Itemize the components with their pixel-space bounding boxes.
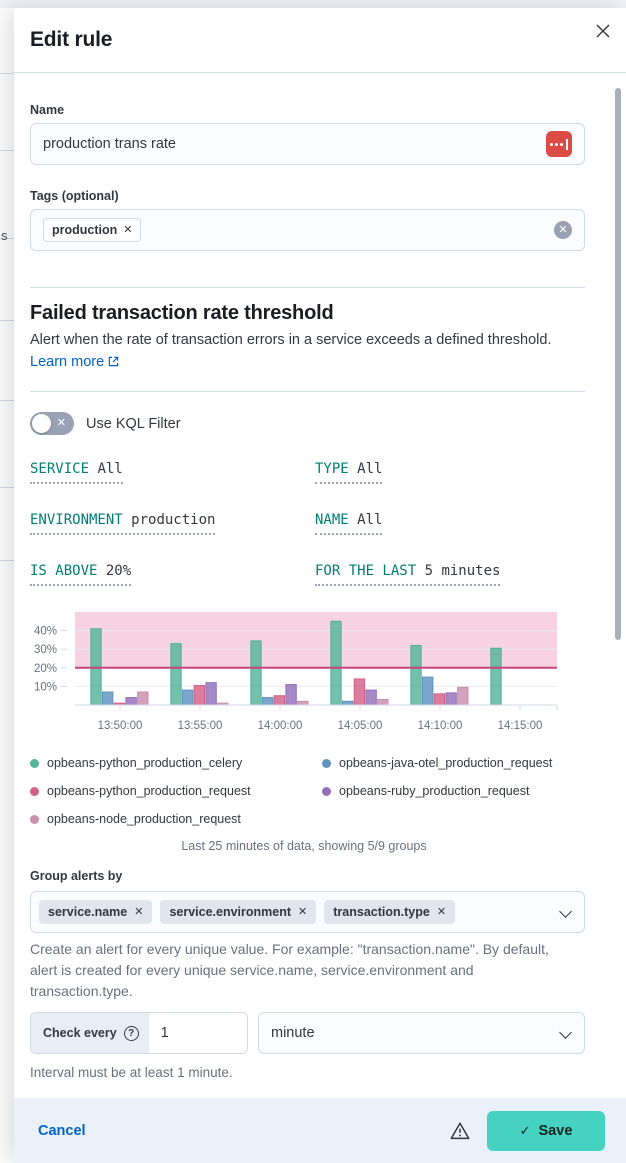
rule-type-description: Alert when the rate of transaction error… xyxy=(30,329,552,373)
group-by-combobox[interactable]: service.name ✕ service.environment ✕ trans… xyxy=(30,891,585,933)
tag-badge: production ✕ xyxy=(43,218,142,242)
flyout-title: Edit rule xyxy=(30,28,113,51)
scrollbar-thumb[interactable] xyxy=(615,88,621,640)
svg-text:13:55:00: 13:55:00 xyxy=(178,720,223,732)
background-table-line xyxy=(0,560,14,561)
group-alerts-by-label: Group alerts by xyxy=(30,869,123,883)
chevron-down-icon xyxy=(559,1026,572,1039)
chevron-down-icon[interactable] xyxy=(559,905,572,918)
interval-hint: Interval must be at least 1 minute. xyxy=(30,1065,233,1080)
rule-type-heading: Failed transaction rate threshold xyxy=(30,302,334,324)
name-input-wrap xyxy=(30,123,585,165)
check-every-prefix: Check every ? xyxy=(31,1013,149,1053)
flyout-footer: Cancel ✓ Save xyxy=(14,1098,626,1163)
interval-unit-value: minute xyxy=(271,1025,315,1041)
check-every-label: Check every xyxy=(43,1026,117,1040)
background-clipped-text: s xyxy=(1,228,8,243)
legend-dot-icon xyxy=(30,786,39,796)
legend-dot-icon xyxy=(322,786,331,796)
cancel-button[interactable]: Cancel xyxy=(38,1122,86,1139)
rule-expression-grid: SERVICE All TYPE All ENVIRONMENT product… xyxy=(30,461,585,586)
external-link-icon xyxy=(108,356,119,367)
check-icon: ✓ xyxy=(519,1122,531,1138)
save-button[interactable]: ✓ Save xyxy=(487,1110,605,1151)
legend-item[interactable]: opbeans-python_production_celery xyxy=(30,753,322,773)
password-manager-autofill-icon[interactable] xyxy=(546,131,572,157)
chart-legend: opbeans-python_production_celery opbeans-… xyxy=(30,753,585,829)
check-every-control: Check every ? xyxy=(30,1012,248,1054)
expression-for-the-last[interactable]: FOR THE LAST 5 minutes xyxy=(315,563,501,586)
background-table-line xyxy=(0,487,14,488)
svg-text:14:05:00: 14:05:00 xyxy=(338,720,383,732)
legend-label: opbeans-python_production_request xyxy=(47,784,251,798)
legend-item[interactable]: opbeans-ruby_production_request xyxy=(322,781,585,801)
tags-label: Tags (optional) xyxy=(30,189,119,203)
legend-label: opbeans-node_production_request xyxy=(47,812,241,826)
tag-badge-label: production xyxy=(52,223,118,237)
remove-tag-icon[interactable]: ✕ xyxy=(123,223,133,236)
chart-caption: Last 25 minutes of data, showing 5/9 gro… xyxy=(181,839,427,853)
kql-filter-toggle[interactable]: ✕ xyxy=(30,412,74,435)
svg-text:14:15:00: 14:15:00 xyxy=(498,720,543,732)
expression-environment[interactable]: ENVIRONMENT production xyxy=(30,512,216,535)
svg-text:20%: 20% xyxy=(34,663,57,675)
schedule-row: Check every ? minute xyxy=(30,1012,585,1054)
group-by-badge: transaction.type ✕ xyxy=(324,900,456,924)
help-icon[interactable]: ? xyxy=(123,1025,139,1041)
background-table-line xyxy=(0,150,14,151)
expression-is-above[interactable]: IS ABOVE 20% xyxy=(30,563,132,586)
chart-plot-area: 10% 20% 30% 40% 13:50:00 13:55:00 14:00:00 14:0… xyxy=(30,610,585,743)
svg-text:14:00:00: 14:00:00 xyxy=(258,720,303,732)
group-by-help-text: Create an alert for every unique value. … xyxy=(30,941,549,999)
page-top-strip xyxy=(0,0,626,8)
flyout-header: Edit rule xyxy=(14,8,626,73)
remove-group-icon[interactable]: ✕ xyxy=(298,905,308,918)
toggle-off-x-icon: ✕ xyxy=(56,417,66,429)
legend-dot-icon xyxy=(322,758,331,768)
edit-rule-flyout: Edit rule Name Tags (optional) productio… xyxy=(14,8,626,1163)
learn-more-link[interactable]: Learn more xyxy=(30,354,119,370)
legend-label: opbeans-ruby_production_request xyxy=(339,784,530,798)
remove-group-icon[interactable]: ✕ xyxy=(134,905,144,918)
legend-item[interactable]: opbeans-node_production_request xyxy=(30,809,322,829)
kql-filter-toggle-label: Use KQL Filter xyxy=(86,415,181,432)
group-by-badge: service.name ✕ xyxy=(39,900,153,924)
background-table-line xyxy=(0,320,14,321)
close-icon[interactable] xyxy=(592,20,614,42)
interval-value-input[interactable] xyxy=(148,1013,247,1053)
expression-type[interactable]: TYPE All xyxy=(315,461,383,484)
background-table-line xyxy=(0,238,14,239)
svg-text:30%: 30% xyxy=(34,644,57,656)
clear-tags-icon[interactable]: ✕ xyxy=(554,221,572,239)
alert-preview-chart: 10% 20% 30% 40% 13:50:00 13:55:00 14:00:00 14:0… xyxy=(30,610,585,853)
name-input[interactable] xyxy=(43,136,546,152)
flyout-body: Name Tags (optional) production ✕ ✕ Fail… xyxy=(14,73,626,1098)
legend-dot-icon xyxy=(30,758,39,768)
legend-label: opbeans-java-otel_production_request xyxy=(339,756,553,770)
svg-text:10%: 10% xyxy=(34,681,57,693)
legend-item[interactable]: opbeans-python_production_request xyxy=(30,781,322,801)
kql-filter-toggle-row: ✕ Use KQL Filter xyxy=(30,412,585,435)
name-label: Name xyxy=(30,103,65,117)
svg-text:14:10:00: 14:10:00 xyxy=(418,720,463,732)
legend-label: opbeans-python_production_celery xyxy=(47,756,243,770)
legend-dot-icon xyxy=(30,814,39,824)
rule-description-text: Alert when the rate of transaction error… xyxy=(30,332,552,348)
expression-service[interactable]: SERVICE All xyxy=(30,461,123,484)
svg-text:13:50:00: 13:50:00 xyxy=(98,720,143,732)
divider xyxy=(30,287,585,288)
warning-triangle-icon[interactable] xyxy=(449,1120,471,1142)
legend-item[interactable]: opbeans-java-otel_production_request xyxy=(322,753,585,773)
svg-text:40%: 40% xyxy=(34,626,57,638)
group-by-badge: service.environment ✕ xyxy=(160,900,317,924)
toggle-knob xyxy=(32,414,51,433)
divider xyxy=(30,391,585,392)
expression-name[interactable]: NAME All xyxy=(315,512,383,535)
background-table-line xyxy=(0,400,14,401)
interval-unit-select[interactable]: minute xyxy=(258,1012,585,1054)
tags-combobox[interactable]: production ✕ ✕ xyxy=(30,209,585,251)
background-table-line xyxy=(0,73,14,74)
remove-group-icon[interactable]: ✕ xyxy=(436,905,447,918)
